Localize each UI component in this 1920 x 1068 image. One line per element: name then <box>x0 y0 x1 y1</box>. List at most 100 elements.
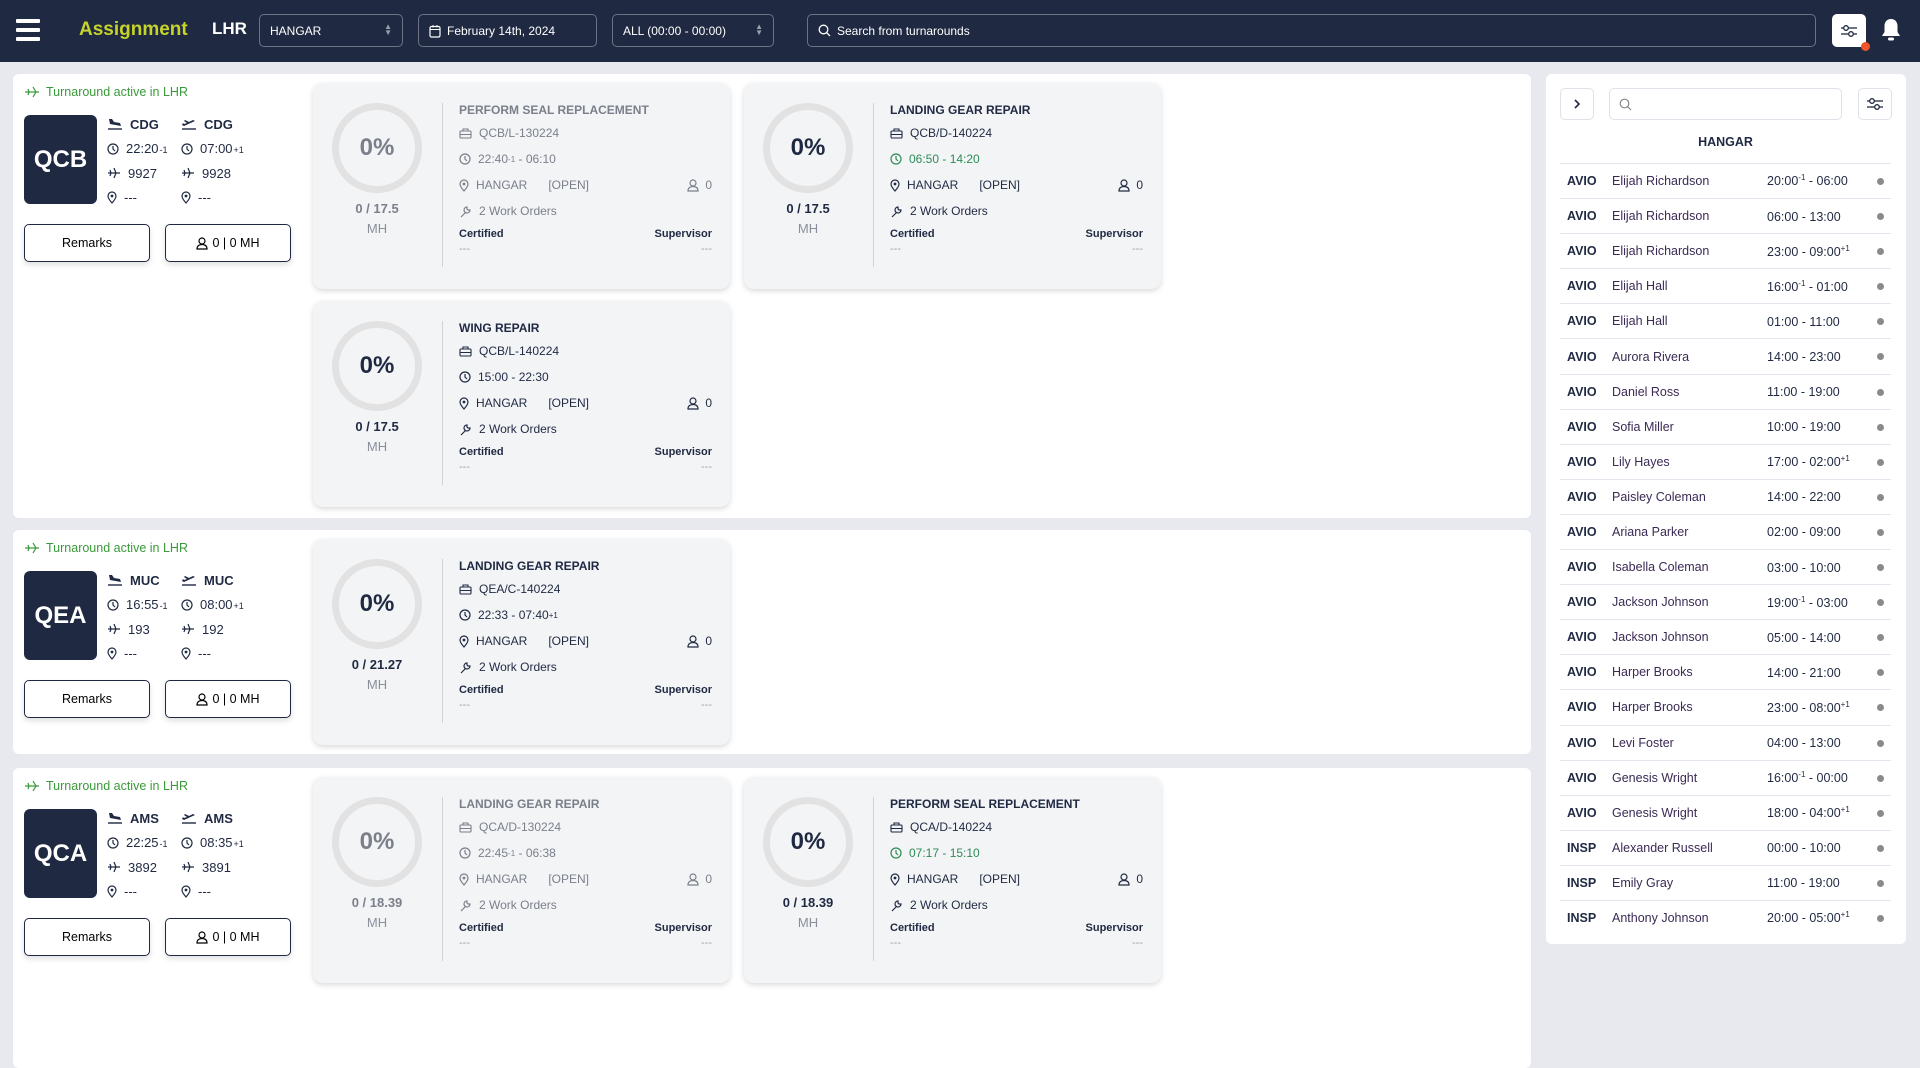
work-orders-row[interactable]: 2 Work Orders <box>459 654 712 680</box>
staff-row[interactable]: AVIO Jackson Johnson 19:00-1 - 03:00 <box>1560 584 1891 619</box>
end-time: 06:38 <box>525 846 556 860</box>
arrival-stand-row: --- <box>107 642 168 667</box>
task-card[interactable]: 0% 0 / 21.27 MH LANDING GEAR REPAIR QEA/C-14… <box>313 539 730 745</box>
time-separator: - <box>1798 209 1810 224</box>
shift-end: 13:00 <box>1809 736 1841 751</box>
task-card[interactable]: 0% 0 / 17.5 MH LANDING GEAR REPAIR QCB/D-140… <box>744 83 1161 289</box>
staff-row[interactable]: AVIO Aurora Rivera 14:00 - 23:00 <box>1560 338 1891 373</box>
staff-row[interactable]: AVIO Elijah Richardson 23:00 - 09:00+1 <box>1560 233 1891 268</box>
staff-search-input[interactable] <box>1638 97 1838 111</box>
date-picker[interactable]: February 14th, 2024 <box>418 14 597 47</box>
clock-icon <box>459 153 471 165</box>
aircraft-registration[interactable]: QCB <box>24 115 97 204</box>
status-dot <box>1877 388 1884 396</box>
work-orders-row[interactable]: 2 Work Orders <box>459 198 712 224</box>
arrival-airport: AMS <box>130 810 159 826</box>
staff-shift: 14:00 - 23:00 <box>1767 349 1877 364</box>
shift-start: 04:00 <box>1767 736 1799 751</box>
assigned-crew: 0 <box>1118 178 1143 192</box>
staff-row[interactable]: AVIO Elijah Hall 01:00 - 11:00 <box>1560 303 1891 338</box>
crew-manhours-button[interactable]: 0 | 0 MH <box>165 224 291 262</box>
staff-row[interactable]: AVIO Elijah Richardson 20:00-1 - 06:00 <box>1560 163 1891 198</box>
filter-button[interactable] <box>1832 14 1870 51</box>
remarks-button[interactable]: Remarks <box>24 224 150 262</box>
remarks-button[interactable]: Remarks <box>24 680 150 718</box>
task-card[interactable]: 0% 0 / 18.39 MH LANDING GEAR REPAIR QCA/D-13… <box>313 777 730 983</box>
staff-row[interactable]: AVIO Elijah Hall 16:00-1 - 01:00 <box>1560 268 1891 303</box>
staff-row[interactable]: AVIO Isabella Coleman 03:00 - 10:00 <box>1560 549 1891 584</box>
departure-time: 08:00 <box>200 597 233 613</box>
departure-flight-number: 9928 <box>202 165 231 181</box>
status-dot <box>1877 318 1884 326</box>
app-title: Assignment <box>79 19 188 40</box>
task-card[interactable]: 0% 0 / 17.5 MH PERFORM SEAL REPLACEMENT QCB/… <box>313 83 730 289</box>
staff-row[interactable]: AVIO Harper Brooks 23:00 - 08:00+1 <box>1560 689 1891 724</box>
task-card[interactable]: 0% 0 / 17.5 MH WING REPAIR QCB/L-140224 15:00… <box>313 301 730 507</box>
staff-search[interactable] <box>1609 88 1842 120</box>
user-icon <box>196 236 209 250</box>
staff-row[interactable]: AVIO Harper Brooks 14:00 - 21:00 <box>1560 654 1891 689</box>
arrival-time-row: 22:20 -1 <box>107 137 168 162</box>
staff-row[interactable]: INSP Anthony Johnson 20:00 - 05:00+1 <box>1560 899 1891 935</box>
clock-icon <box>107 143 119 155</box>
status-dot <box>1877 704 1884 712</box>
staff-row[interactable]: AVIO Levi Foster 04:00 - 13:00 <box>1560 724 1891 760</box>
start-day-offset: -1 <box>508 848 516 858</box>
staff-row[interactable]: AVIO Jackson Johnson 05:00 - 14:00 <box>1560 619 1891 654</box>
area-select[interactable]: HANGAR ▲ ▼ <box>259 14 403 47</box>
staff-row[interactable]: INSP Alexander Russell 00:00 - 10:00 <box>1560 829 1891 865</box>
crew-manhours-label: 0 | 0 MH <box>212 692 260 706</box>
arrival-airport: MUC <box>130 572 160 588</box>
staff-row[interactable]: AVIO Genesis Wright 16:00-1 - 00:00 <box>1560 759 1891 795</box>
task-card[interactable]: 0% 0 / 18.39 MH PERFORM SEAL REPLACEMENT QCA… <box>744 777 1161 983</box>
staff-row[interactable]: AVIO Ariana Parker 02:00 - 09:00 <box>1560 513 1891 549</box>
departure-flight-row: 192 <box>181 617 244 642</box>
work-orders-row[interactable]: 2 Work Orders <box>890 892 1143 918</box>
departure-stand-row: --- <box>181 186 244 211</box>
staff-row[interactable]: AVIO Genesis Wright 18:00 - 04:00+1 <box>1560 794 1891 830</box>
aircraft-registration[interactable]: QEA <box>24 571 97 660</box>
task-title: LANDING GEAR REPAIR <box>890 103 1031 117</box>
collapse-panel-button[interactable] <box>1560 88 1594 120</box>
start-time: 06:50 <box>909 152 940 166</box>
staff-group-title: HANGAR <box>1698 135 1753 149</box>
status-dot <box>1877 669 1884 677</box>
shift-select[interactable]: ALL (00:00 - 00:00) ▲ ▼ <box>612 14 774 47</box>
user-icon <box>687 872 699 886</box>
menu-icon[interactable] <box>16 19 40 41</box>
work-package-id: QCB/D-140224 <box>910 126 993 140</box>
staff-row[interactable]: AVIO Elijah Richardson 06:00 - 13:00 <box>1560 198 1891 233</box>
staff-row[interactable]: AVIO Paisley Coleman 14:00 - 22:00 <box>1560 478 1891 514</box>
departure-info: CDG 07:00 +1 9928 --- <box>181 112 244 210</box>
staff-row[interactable]: AVIO Lily Hayes 17:00 - 02:00+1 <box>1560 443 1891 479</box>
staff-row[interactable]: AVIO Sofia Miller 10:00 - 19:00 <box>1560 408 1891 444</box>
time-separator: - <box>1805 595 1817 610</box>
supervisor-value: --- <box>1132 243 1143 255</box>
shift-start: 10:00 <box>1767 420 1799 435</box>
plane-icon <box>24 85 40 99</box>
station-code: LHR <box>212 19 247 38</box>
work-orders-row[interactable]: 2 Work Orders <box>459 416 712 442</box>
crew-count: 0 <box>705 178 712 192</box>
certified-value: --- <box>459 699 470 711</box>
work-orders-row[interactable]: 2 Work Orders <box>890 198 1143 224</box>
location: HANGAR <box>907 872 959 886</box>
crew-manhours-button[interactable]: 0 | 0 MH <box>165 680 291 718</box>
work-orders-row[interactable]: 2 Work Orders <box>459 892 712 918</box>
remarks-button[interactable]: Remarks <box>24 918 150 956</box>
certified-label: Certified <box>459 228 504 240</box>
turnaround-search[interactable]: Search from turnarounds <box>807 14 1816 47</box>
location-pin-icon <box>459 178 469 192</box>
staff-filter-button[interactable] <box>1858 88 1892 120</box>
location-pin-icon <box>459 396 469 410</box>
staff-row[interactable]: INSP Emily Gray 11:00 - 19:00 <box>1560 864 1891 900</box>
aircraft-registration[interactable]: QCA <box>24 809 97 898</box>
notification-bell-icon[interactable] <box>1880 17 1902 43</box>
supervisor-label: Supervisor <box>654 922 712 934</box>
staff-row[interactable]: AVIO Daniel Ross 11:00 - 19:00 <box>1560 373 1891 409</box>
signoff-labels: Certified Supervisor <box>459 922 712 934</box>
departure-time-row: 08:35 +1 <box>181 831 244 856</box>
crew-manhours-button[interactable]: 0 | 0 MH <box>165 918 291 956</box>
arrival-time-row: 16:55 -1 <box>107 593 168 618</box>
certified-label: Certified <box>459 446 504 458</box>
